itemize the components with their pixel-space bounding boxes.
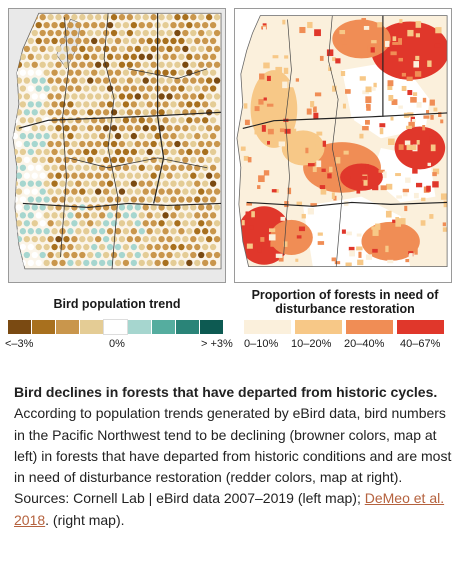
land-outline-right bbox=[236, 15, 448, 268]
state-boundaries-right bbox=[242, 15, 448, 207]
figure-caption: Bird declines in forests that have depar… bbox=[14, 382, 454, 531]
restoration-patch-sw2 bbox=[270, 219, 313, 255]
bird-trend-swatch-7 bbox=[152, 320, 175, 334]
demeo-citation-link[interactable]: DeMeo et al. 2018 bbox=[14, 490, 445, 528]
bird-trend-map bbox=[8, 8, 226, 283]
forest-fill bbox=[236, 15, 448, 267]
caption-title: Bird declines in forests that have depar… bbox=[14, 384, 438, 400]
ecoregion-lines bbox=[60, 13, 208, 269]
forest-swatch-2 bbox=[295, 320, 342, 334]
restoration-patch-w bbox=[281, 130, 325, 166]
forest-bin-label-1: 0–10% bbox=[244, 338, 279, 350]
bird-trend-mid-label: 0% bbox=[109, 338, 125, 350]
bird-trend-swatch-4 bbox=[80, 320, 103, 334]
bird-trend-swatch-6 bbox=[128, 320, 151, 334]
bird-trend-swatch-2 bbox=[32, 320, 55, 334]
bird-trend-legend-title: Bird population trend bbox=[53, 297, 181, 311]
bird-trend-max-label: > +3% bbox=[201, 338, 233, 350]
forest-bin-label-2: 10–20% bbox=[291, 338, 332, 350]
forest-bin-label-3: 20–40% bbox=[344, 338, 385, 350]
ecoregion-lines-right bbox=[283, 15, 343, 267]
bird-trend-swatch-8 bbox=[176, 320, 199, 334]
forest-color-scale bbox=[244, 320, 448, 334]
forest-bin-label-4: 40–67% bbox=[400, 338, 441, 350]
forest-legend-title: Proportion of forests in need of disturb… bbox=[251, 288, 439, 316]
caption-tail: . (right map). bbox=[45, 511, 125, 528]
bird-trend-color-scale bbox=[8, 319, 224, 335]
bird-trend-swatch-5 bbox=[103, 319, 128, 335]
forest-swatch-1 bbox=[244, 320, 291, 334]
restoration-patch-n bbox=[332, 19, 391, 59]
forest-restoration-map-graphic bbox=[236, 15, 448, 268]
bird-trend-swatch-3 bbox=[56, 320, 79, 334]
bird-trend-min-label: <–3% bbox=[5, 338, 34, 350]
bird-trend-swatch-9 bbox=[200, 320, 223, 334]
bird-trend-swatch-1 bbox=[8, 320, 31, 334]
restoration-speckle bbox=[240, 18, 448, 267]
forest-swatch-3 bbox=[346, 320, 393, 334]
bird-trend-map-graphic bbox=[9, 9, 225, 282]
forest-restoration-map bbox=[234, 8, 452, 283]
forest-swatch-4 bbox=[397, 320, 444, 334]
caption-body: According to population trends generated… bbox=[14, 405, 452, 507]
state-boundaries bbox=[18, 13, 222, 209]
